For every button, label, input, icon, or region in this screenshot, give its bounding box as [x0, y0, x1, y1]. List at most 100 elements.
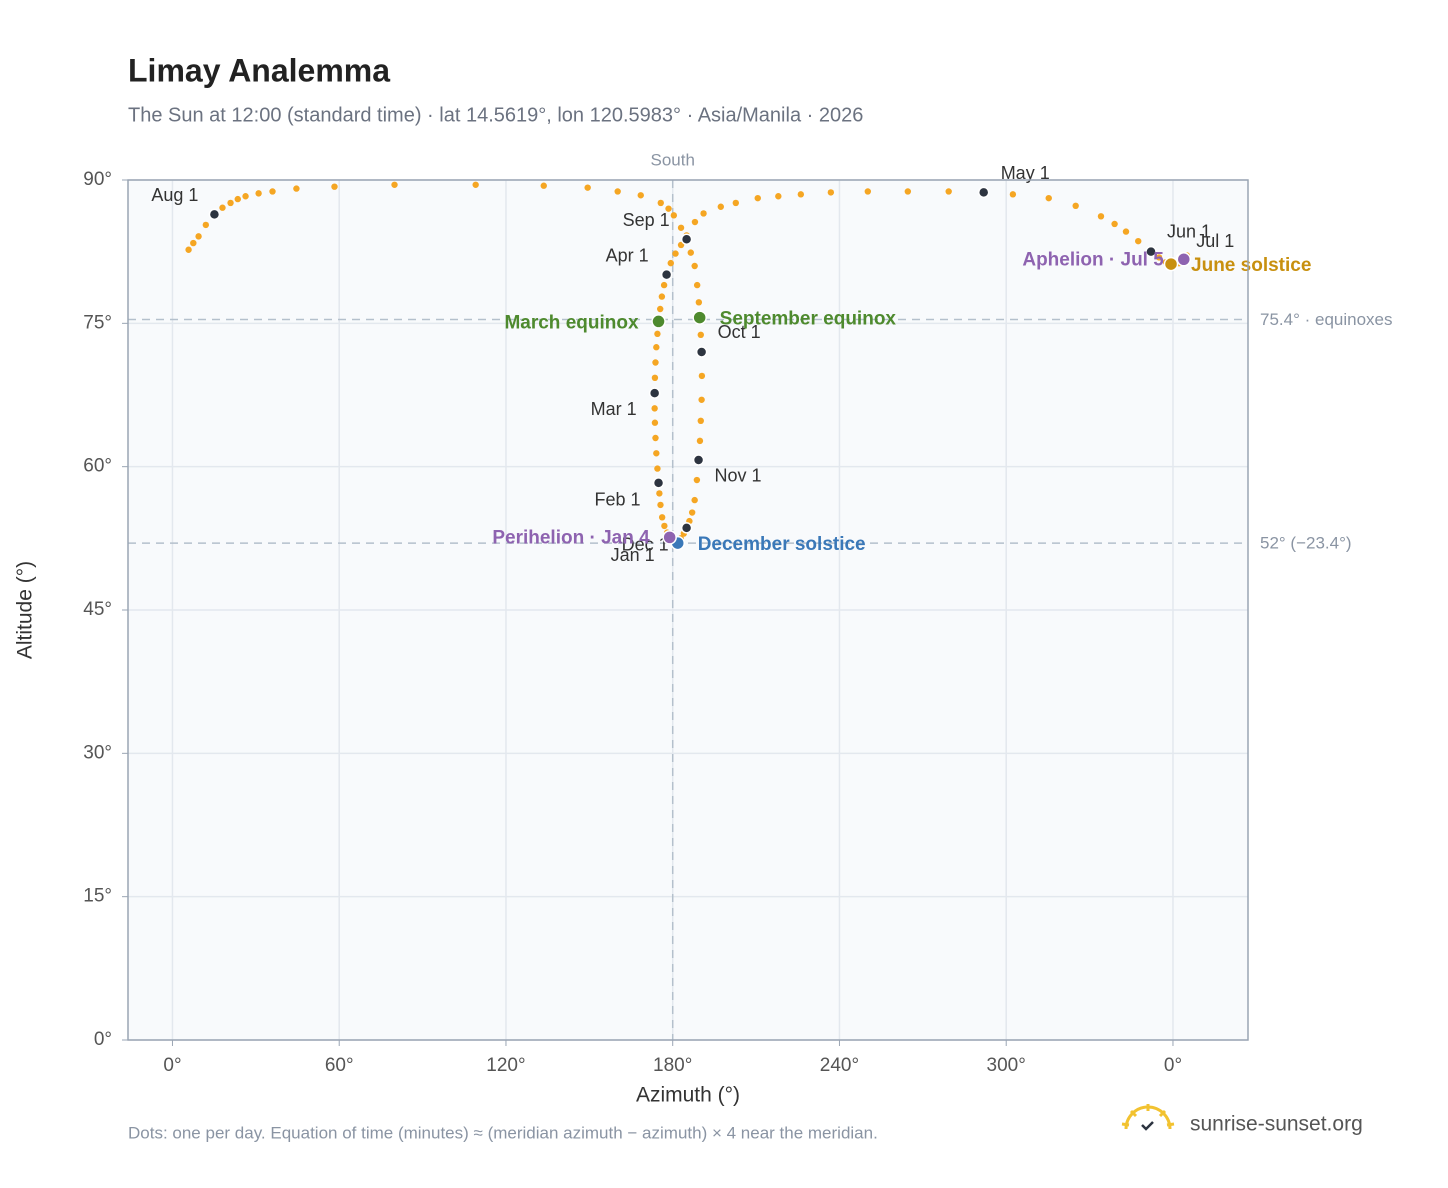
daily-dot [945, 188, 952, 195]
daily-dot [672, 250, 679, 257]
month-marker [977, 186, 990, 199]
brand-name: sunrise-sunset.org [1190, 1113, 1363, 1136]
daily-dot [1045, 194, 1052, 202]
daily-dot [654, 330, 661, 338]
daily-dot [255, 190, 262, 197]
daily-dot [1135, 237, 1142, 245]
daily-dot [670, 212, 678, 219]
month-marker [208, 208, 221, 221]
y-tick-label: 90° [83, 169, 112, 190]
y-tick-label: 0° [94, 1029, 112, 1050]
x-axis-label: Azimuth (°) [636, 1084, 740, 1107]
y-tick-label: 15° [83, 886, 112, 907]
month-marker [648, 387, 661, 399]
event-label: June solstice [1191, 255, 1311, 276]
event-label: September equinox [720, 309, 897, 330]
month-label: May 1 [1001, 163, 1050, 183]
chart-title: Limay Analemma [128, 52, 390, 88]
daily-dot [691, 262, 698, 270]
daily-dot [658, 514, 666, 521]
x-tick-label: 240° [820, 1055, 859, 1076]
daily-dot [1097, 213, 1105, 220]
daily-dot [697, 331, 704, 338]
daily-dot [697, 417, 704, 424]
daily-dot [1155, 254, 1163, 261]
y-axis-label: Altitude (°) [14, 561, 37, 659]
daily-dot [651, 405, 658, 412]
event-label: Aphelion · Jul 5 [1022, 249, 1164, 270]
daily-dot [717, 203, 724, 210]
daily-dot [614, 188, 621, 195]
daily-dot [661, 522, 668, 530]
daily-dot [195, 233, 202, 240]
daily-dot [657, 501, 664, 509]
event-marker [662, 530, 677, 545]
daily-dot [665, 205, 672, 212]
x-tick-label: 120° [486, 1055, 525, 1076]
month-label: Sep 1 [623, 210, 670, 230]
event-label: March equinox [504, 312, 639, 333]
month-marker [660, 268, 673, 281]
daily-dot [472, 181, 479, 188]
month-marker [692, 454, 705, 466]
y-tick-label: 30° [83, 742, 112, 763]
daily-dot [331, 183, 338, 190]
daily-dot [391, 181, 398, 188]
daily-dot [652, 359, 659, 366]
event-marker [1176, 252, 1192, 267]
daily-dot [1009, 191, 1017, 198]
month-label: Jun 1 [1167, 221, 1211, 241]
daily-dot [234, 195, 241, 203]
daily-dot [653, 344, 660, 351]
x-tick-label: 180° [653, 1055, 692, 1076]
month-marker [652, 477, 665, 489]
month-label: Mar 1 [591, 399, 637, 419]
month-marker [695, 346, 708, 358]
daily-dot [688, 509, 696, 516]
daily-dot [691, 218, 699, 226]
daily-dot [827, 189, 835, 196]
daily-dot [696, 437, 704, 445]
event-marker [692, 310, 707, 325]
x-tick-label: 0° [163, 1055, 181, 1076]
daily-dot [904, 188, 912, 195]
daily-dot [652, 434, 659, 442]
y-tick-label: 60° [83, 456, 112, 477]
month-label: Feb 1 [595, 490, 641, 510]
daily-dot [732, 199, 740, 207]
event-label: December solstice [698, 534, 866, 555]
daily-dot [693, 476, 701, 484]
y-tick-label: 45° [83, 599, 112, 620]
daily-dot [797, 191, 805, 198]
daily-dot [202, 221, 210, 229]
footnote: Dots: one per day. Equation of time (min… [128, 1123, 878, 1142]
daily-dot [540, 182, 547, 189]
daily-dot [693, 281, 701, 289]
daily-dot [700, 210, 707, 217]
daily-dot [651, 374, 659, 381]
chart-subtitle: The Sun at 12:00 (standard time) · lat 1… [128, 104, 863, 126]
month-marker [680, 522, 693, 534]
daily-dot [657, 199, 664, 207]
event-marker [1163, 256, 1179, 272]
month-label: Jul 1 [1196, 231, 1234, 251]
daily-dot [698, 396, 705, 403]
reference-label: 52° (−23.4°) [1260, 534, 1352, 553]
x-tick-label: 300° [987, 1055, 1026, 1076]
daily-dot [185, 246, 192, 253]
x-tick-label: 60° [325, 1055, 354, 1076]
daily-dot [687, 249, 694, 256]
x-tick-label: 0° [1164, 1055, 1182, 1076]
y-tick-label: 75° [83, 312, 112, 333]
reference-label: 75.4° · equinoxes [1260, 310, 1393, 329]
daily-dot [584, 184, 591, 191]
daily-dot [691, 496, 698, 504]
brand-logo [1121, 1104, 1175, 1131]
daily-dot [660, 281, 668, 289]
month-label: Dec 1 [622, 535, 669, 555]
daily-dot [1072, 202, 1079, 209]
daily-dot [219, 204, 226, 211]
